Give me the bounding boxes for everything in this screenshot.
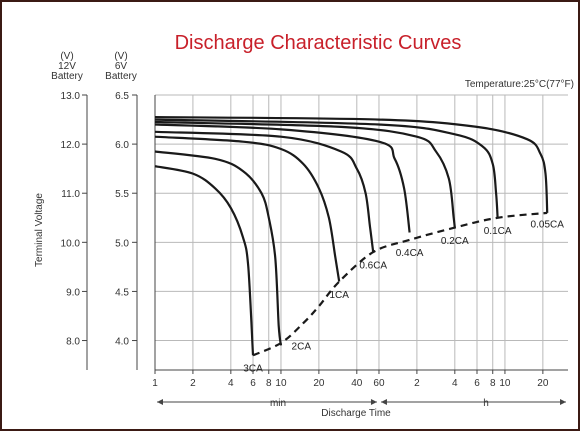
x-tick-label: 8 bbox=[266, 378, 272, 389]
x-tick-label: 20 bbox=[537, 378, 549, 389]
curve-label-1ca: 1CA bbox=[329, 290, 349, 301]
curve-label-0_1ca: 0.1CA bbox=[484, 226, 512, 237]
y-axis-12v-label-line2: Battery bbox=[51, 71, 83, 82]
x-unit-h: h bbox=[483, 398, 489, 409]
curve-label-0_05ca: 0.05CA bbox=[531, 220, 565, 231]
curve-label-0_4ca: 0.4CA bbox=[396, 248, 424, 259]
y-tick-label-12v: 13.0 bbox=[61, 91, 81, 102]
grid bbox=[154, 94, 568, 370]
curve-label-2ca: 2CA bbox=[292, 341, 312, 352]
discharge-curve-0_05ca bbox=[154, 116, 549, 213]
x-tick-label: 8 bbox=[490, 378, 496, 389]
x-tick-label: 6 bbox=[474, 378, 480, 389]
discharge-curve-1ca bbox=[154, 135, 341, 282]
y-tick-label-6v: 6.0 bbox=[115, 140, 129, 151]
y-axis-6v-label-line2: Battery bbox=[105, 71, 137, 82]
x-unit-min: min bbox=[270, 398, 286, 409]
discharge-curve-0_6ca bbox=[154, 130, 375, 253]
chart-title: Discharge Characteristic Curves bbox=[175, 32, 462, 54]
cutoff-voltage-envelope bbox=[252, 211, 548, 357]
x-tick-label: 4 bbox=[452, 378, 458, 389]
y-axis-6v-label-line1: 6V bbox=[115, 61, 128, 72]
temperature-annotation: Temperature:25°C(77°F) bbox=[465, 79, 574, 90]
x-tick-label: 2 bbox=[190, 378, 196, 389]
discharge-curve-0_4ca bbox=[154, 123, 411, 233]
y-axis-6v-unit: (V) bbox=[114, 51, 127, 62]
y-tick-label-12v: 8.0 bbox=[66, 337, 80, 348]
h-arrow-right bbox=[560, 399, 566, 405]
curve-label-0_2ca: 0.2CA bbox=[441, 236, 469, 247]
x-tick-label: 60 bbox=[373, 378, 385, 389]
discharge-curve-0_2ca bbox=[154, 120, 456, 228]
y-tick-label-6v: 6.5 bbox=[115, 91, 129, 102]
x-tick-label: 1 bbox=[152, 378, 158, 389]
x-tick-label: 10 bbox=[499, 378, 511, 389]
h-arrow-left bbox=[380, 399, 387, 405]
discharge-curve-3ca bbox=[154, 165, 255, 356]
x-tick-label: 20 bbox=[313, 378, 325, 389]
y-tick-label-12v: 10.0 bbox=[61, 238, 81, 249]
y-tick-label-12v: 12.0 bbox=[61, 140, 81, 151]
x-tick-label: 6 bbox=[250, 378, 256, 389]
discharge-curve-2ca bbox=[154, 150, 283, 346]
x-tick-label: 4 bbox=[228, 378, 234, 389]
discharge-curve-0_1ca bbox=[154, 118, 499, 218]
y-axis-12v-unit: (V) bbox=[60, 51, 73, 62]
min-arrow-right bbox=[370, 399, 377, 405]
min-arrow-left bbox=[157, 399, 163, 405]
curve-label-3ca: 3CA bbox=[243, 364, 263, 375]
x-axis-title: Discharge Time bbox=[321, 408, 391, 419]
y-tick-label-6v: 4.0 bbox=[115, 337, 129, 348]
y-axis-title: Terminal Voltage bbox=[34, 193, 45, 267]
curve-label-0_6ca: 0.6CA bbox=[359, 260, 387, 271]
curve-labels: 3CA 2CA 1CA 0.6CA 0.4CA 0.2CA 0.1CA 0.05CA bbox=[243, 220, 564, 375]
curves bbox=[154, 116, 549, 357]
y-tick-label-6v: 4.5 bbox=[115, 287, 129, 298]
x-tick-label: 10 bbox=[275, 378, 287, 389]
y-tick-label-6v: 5.5 bbox=[115, 189, 129, 200]
y-axis-12v-label-line1: 12V bbox=[58, 61, 76, 72]
y-tick-label-12v: 9.0 bbox=[66, 287, 80, 298]
y-tick-label-6v: 5.0 bbox=[115, 238, 129, 249]
axes: 1 2 4 6 8 10 20 40 60 2 4 6 8 10 2013.012.011.010.09.0… bbox=[61, 91, 568, 405]
y-tick-label-12v: 11.0 bbox=[61, 189, 80, 200]
x-tick-label: 40 bbox=[351, 378, 363, 389]
x-tick-label: 2 bbox=[414, 378, 420, 389]
